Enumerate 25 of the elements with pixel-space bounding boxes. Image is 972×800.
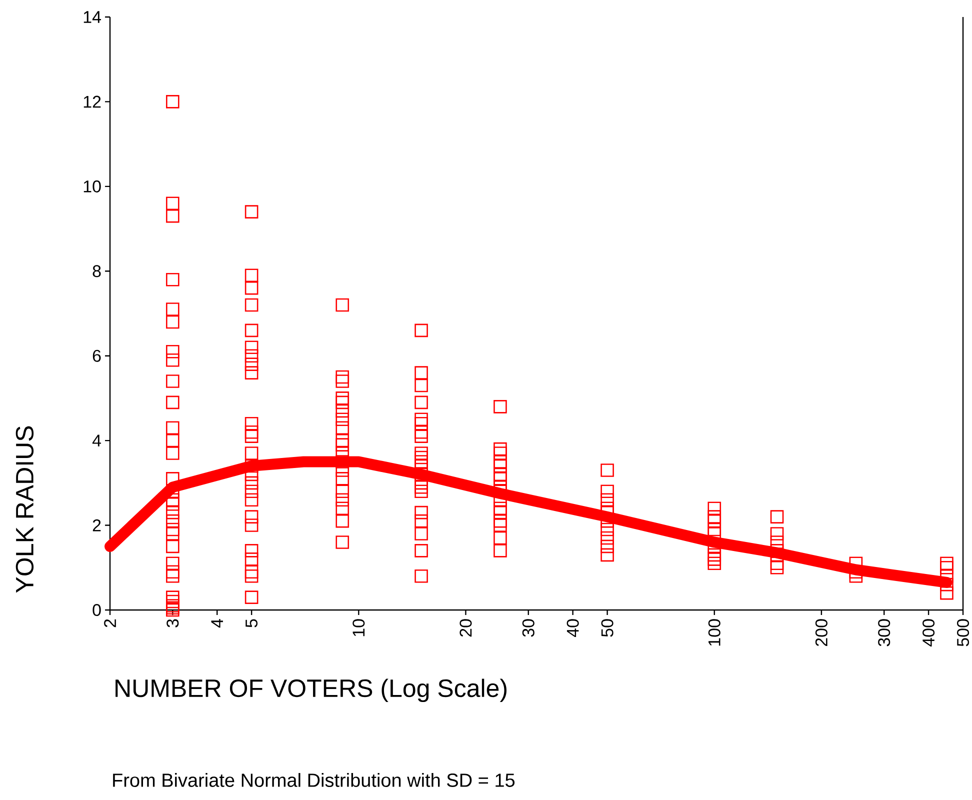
x-tick-label: 2 — [104, 619, 116, 628]
x-tick-label: 200 — [815, 619, 828, 646]
x-tick-label: 500 — [956, 619, 970, 646]
y-tick-label: 2 — [92, 519, 101, 532]
x-tick-label: 300 — [878, 619, 890, 646]
y-axis-title: YOLK RADIUS — [16, 426, 34, 593]
y-tick-label: 14 — [84, 11, 101, 23]
x-tick-label: 50 — [601, 619, 614, 637]
x-tick-label: 100 — [708, 619, 720, 646]
x-tick-label: 40 — [566, 619, 579, 638]
x-tick-label: 4 — [211, 619, 223, 628]
x-tick-label: 400 — [922, 619, 935, 646]
x-tick-label: 10 — [352, 619, 365, 636]
y-tick-label: 12 — [84, 96, 101, 108]
x-axis-title: NUMBER OF VOTERS (Log Scale) — [116, 678, 506, 702]
y-tick-label: 0 — [92, 604, 101, 616]
y-tick-label: 10 — [84, 180, 101, 192]
y-tick-label: 8 — [92, 265, 101, 278]
text: From Bivariate Normal Distribution with SD = 15 — [113, 773, 515, 787]
x-tick-label: 5 — [246, 619, 258, 628]
y-tick-label: 4 — [92, 434, 101, 446]
x-tick-label: 3 — [166, 619, 179, 628]
x-tick-label: 20 — [460, 619, 472, 637]
x-tick-label: 30 — [522, 619, 534, 637]
y-tick-label: 6 — [92, 350, 101, 362]
